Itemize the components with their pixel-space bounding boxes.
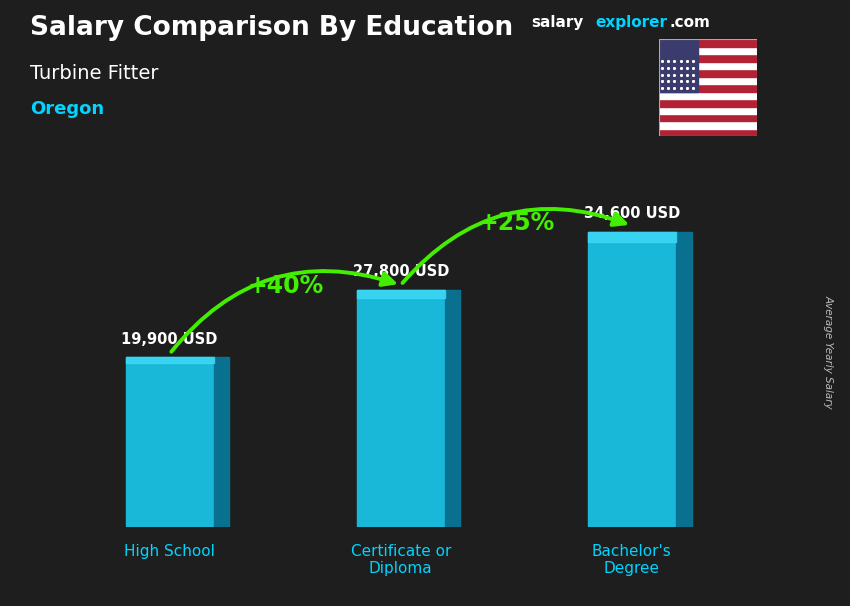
Bar	[659, 47, 756, 55]
Text: +40%: +40%	[247, 274, 323, 298]
Text: 27,800 USD: 27,800 USD	[353, 264, 449, 279]
Bar	[588, 231, 676, 527]
Text: explorer: explorer	[595, 15, 667, 30]
Text: Salary Comparison By Education: Salary Comparison By Education	[30, 15, 513, 41]
Bar	[659, 39, 756, 47]
Bar	[357, 290, 445, 298]
Bar	[659, 77, 756, 84]
Bar	[659, 55, 756, 62]
Text: +25%: +25%	[478, 211, 554, 235]
Bar	[659, 107, 756, 114]
Text: Turbine Fitter: Turbine Fitter	[30, 64, 158, 82]
Text: salary: salary	[531, 15, 584, 30]
Bar	[126, 358, 213, 363]
Bar	[659, 84, 756, 92]
Text: 19,900 USD: 19,900 USD	[122, 331, 218, 347]
Text: .com: .com	[670, 15, 711, 30]
Bar	[659, 114, 756, 121]
Bar	[659, 62, 756, 69]
Bar	[659, 121, 756, 129]
Text: Oregon: Oregon	[30, 100, 104, 118]
Bar	[659, 92, 756, 99]
Bar	[676, 231, 692, 527]
Bar	[126, 358, 213, 527]
Bar	[213, 358, 230, 527]
Bar	[659, 69, 756, 77]
Text: 34,600 USD: 34,600 USD	[584, 206, 680, 221]
Bar	[659, 99, 756, 107]
Bar	[357, 290, 445, 527]
Text: Average Yearly Salary: Average Yearly Salary	[824, 295, 834, 408]
Bar	[659, 129, 756, 136]
Bar	[588, 231, 676, 242]
Bar	[659, 39, 698, 92]
Bar	[445, 290, 461, 527]
